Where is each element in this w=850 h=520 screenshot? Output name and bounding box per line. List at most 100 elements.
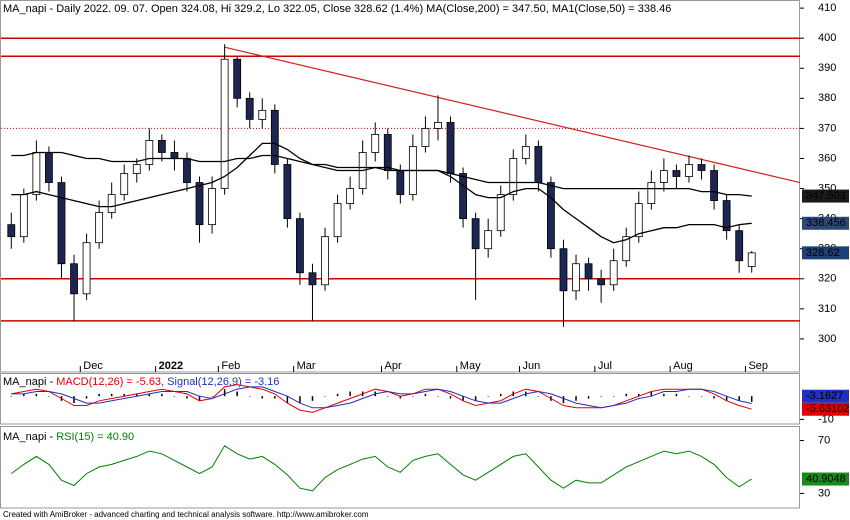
histogram-bar: [236, 391, 238, 397]
histogram-bar: [663, 393, 665, 397]
histogram-bar: [161, 393, 163, 397]
histogram-bar: [487, 396, 489, 397]
candle-body: [459, 173, 467, 220]
value-box: [802, 389, 849, 403]
y-tick-label: 380: [818, 92, 836, 104]
series-line: [11, 151, 752, 197]
value-box-label: 347.503: [806, 190, 846, 202]
x-tick-label: Sep: [748, 360, 768, 372]
candle-body: [245, 97, 254, 120]
macd-prefix: MA_napi -: [3, 376, 56, 388]
histogram-bar: [675, 393, 678, 397]
candle-body: [57, 182, 66, 265]
y-tick-label: 300: [818, 333, 836, 345]
histogram-bar: [23, 393, 25, 397]
candle-body: [722, 200, 731, 232]
candle-body: [446, 121, 455, 174]
x-tick-label: Aug: [673, 360, 693, 372]
candle-body: [258, 109, 267, 120]
candle-body: [233, 58, 242, 99]
candle-body: [383, 134, 392, 171]
x-tick-label: Dec: [83, 360, 103, 372]
histogram-bar: [562, 396, 565, 404]
candle-body: [735, 230, 744, 262]
candle-body: [634, 203, 643, 238]
candle-body: [672, 170, 681, 177]
candle-body: [296, 218, 304, 274]
histogram-bar: [387, 396, 389, 397]
y-tick-label: 70: [818, 434, 830, 446]
histogram-bar: [85, 396, 88, 399]
histogram-bar: [110, 393, 113, 397]
candle-body: [195, 182, 204, 226]
y-tick-label: 400: [818, 32, 836, 44]
candle-body: [659, 170, 668, 183]
candle-body: [710, 170, 718, 201]
candle-body: [45, 152, 53, 183]
trend-line: [224, 46, 801, 184]
rsi-panel: [0, 426, 800, 509]
candle-body: [572, 263, 580, 292]
x-tick-label: May: [460, 360, 481, 372]
histogram-bar: [449, 396, 452, 399]
candle-body: [697, 164, 706, 171]
series-line: [11, 384, 752, 413]
histogram-bar: [499, 393, 502, 397]
candle-body: [471, 218, 480, 250]
x-tick-label: Mar: [297, 360, 316, 372]
candle-body: [308, 272, 317, 286]
histogram-bar: [48, 396, 50, 397]
histogram-bar: [349, 391, 351, 397]
value-box: [802, 402, 849, 416]
candle-body: [547, 182, 555, 250]
histogram-bar: [286, 396, 289, 404]
histogram-bar: [35, 393, 38, 397]
histogram-bar: [424, 393, 427, 397]
histogram-bar: [98, 393, 100, 397]
histogram-bar: [148, 393, 151, 397]
histogram-bar: [311, 396, 314, 401]
histogram-bar: [650, 391, 653, 397]
histogram-bar: [537, 396, 540, 397]
value-box-label: -5.63102: [806, 403, 849, 415]
y-tick-label: 360: [818, 152, 836, 164]
histogram-bar: [474, 396, 477, 401]
candle-body: [120, 173, 129, 195]
histogram-bar: [10, 396, 13, 397]
candle-body: [559, 248, 568, 292]
candle-body: [521, 146, 530, 159]
macd-panel: [0, 373, 800, 425]
candle-body: [434, 121, 442, 129]
histogram-bar: [186, 396, 188, 399]
footer: Created with AmiBroker - advanced charti…: [3, 510, 369, 519]
value-box: [802, 246, 849, 260]
main-panel: [0, 0, 800, 373]
histogram-bar: [274, 396, 276, 399]
y-tick-label: -10: [818, 413, 834, 425]
histogram-bar: [437, 396, 439, 397]
value-box-label: 328.62: [806, 247, 840, 259]
candle-body: [220, 58, 229, 189]
candle-body: [183, 158, 191, 183]
candle-body: [283, 164, 292, 220]
candle-body: [685, 164, 693, 177]
histogram-bar: [211, 396, 213, 397]
histogram-bar: [412, 396, 414, 397]
candle-body: [321, 236, 329, 286]
histogram-bar: [299, 396, 301, 404]
candle-body: [19, 194, 28, 238]
candle-body: [747, 252, 756, 267]
x-tick-label: Feb: [221, 360, 240, 372]
candle-body: [145, 140, 154, 165]
x-tick-label: Apr: [385, 360, 402, 372]
candle-body: [270, 109, 279, 165]
value-box: [802, 189, 849, 203]
histogram-bar: [638, 393, 640, 397]
candle-body: [647, 182, 656, 204]
value-box-label: -3.1627: [806, 390, 843, 402]
histogram-bar: [725, 396, 728, 401]
candle-body: [333, 203, 342, 238]
signal-label: , Signal(12,26,9) = -3.16: [161, 376, 279, 388]
